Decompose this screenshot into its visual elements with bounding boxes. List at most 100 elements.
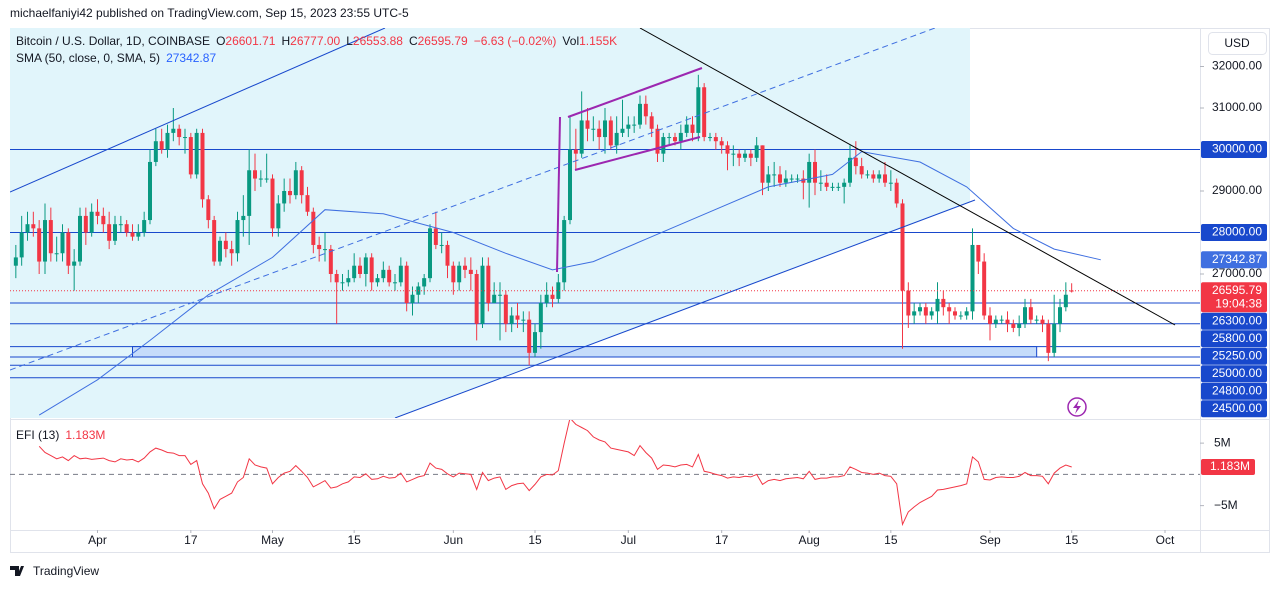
candle-body <box>282 191 287 204</box>
candle-body <box>1040 319 1045 324</box>
candle-body <box>422 278 427 287</box>
y-tick-label: 31000.00 <box>1212 100 1262 114</box>
candle-body <box>993 319 998 324</box>
ohlc-key: O <box>216 34 225 48</box>
x-tick-label: Aug <box>798 533 819 547</box>
candle-body <box>124 224 129 233</box>
symbol: Bitcoin / U.S. Dollar, 1D, COINBASE <box>16 34 210 48</box>
candle-body <box>953 311 957 316</box>
candle-body <box>976 244 981 262</box>
x-tick-label: Jun <box>444 533 463 547</box>
candle-body <box>165 132 170 150</box>
price-axis: 32000.00 31000.00 29000.00 27000.00 5M −5M 1.1… <box>1200 59 1267 512</box>
candle-body <box>410 294 415 304</box>
candle-body <box>19 232 24 258</box>
candle-body <box>883 174 887 183</box>
price-label: 27342.87 <box>1212 252 1262 266</box>
x-tick-label: 17 <box>715 533 729 547</box>
candle-body <box>970 244 975 312</box>
price-label-box <box>1201 312 1267 330</box>
candle-body <box>859 166 864 175</box>
ohlc-value: 26595.79 <box>418 34 468 48</box>
ohlc-value: 26553.88 <box>353 34 403 48</box>
candle-body <box>212 220 217 262</box>
candle-body <box>608 120 613 146</box>
candle-body <box>229 249 234 254</box>
y-tick-label: 32000.00 <box>1212 59 1262 73</box>
candle-body <box>573 149 578 154</box>
candle-body <box>43 220 47 262</box>
candle-body <box>743 153 747 158</box>
candle-body <box>1052 323 1057 353</box>
candle-body <box>521 319 526 321</box>
candle-body <box>451 265 456 283</box>
candle-body <box>894 182 899 204</box>
candle-body <box>223 240 228 250</box>
candle-body <box>72 261 77 266</box>
candle-body <box>118 224 123 226</box>
candle-body <box>649 116 654 129</box>
candle-body <box>253 170 257 179</box>
candle-body <box>369 257 374 283</box>
candle-body <box>1023 307 1027 324</box>
candle-body <box>877 174 882 179</box>
price-label-box <box>1201 141 1267 159</box>
candle-body <box>299 170 304 196</box>
logo-mark <box>10 566 24 576</box>
price-label: 25250.00 <box>1212 348 1262 362</box>
candle-body <box>264 178 269 180</box>
candle-body <box>865 174 870 176</box>
volume-key: Vol <box>562 34 579 48</box>
candle-body <box>457 265 462 283</box>
candle-body <box>1011 323 1016 328</box>
currency-label: USD <box>1224 36 1250 50</box>
candle-body <box>247 170 252 216</box>
candle-body <box>474 274 479 324</box>
candle-body <box>941 298 946 308</box>
candle-body <box>818 182 823 184</box>
candle-body <box>760 145 765 183</box>
candle-body <box>678 132 683 142</box>
candle-body <box>159 141 164 150</box>
channel-lower-line <box>394 199 976 418</box>
volume-value: 1.155K <box>579 34 617 48</box>
candle-body <box>684 124 689 133</box>
candle-body <box>54 253 59 255</box>
candle-body <box>480 265 485 324</box>
candle-body <box>311 211 316 245</box>
y-tick-label: 27000.00 <box>1212 266 1262 280</box>
candle-body <box>258 178 263 180</box>
candle-body <box>643 103 648 117</box>
sma-line <box>38 151 1101 416</box>
candle-body <box>317 244 322 250</box>
candle-body <box>288 191 292 196</box>
candle-body <box>241 215 246 221</box>
channel-mid-line <box>10 28 936 371</box>
candle-body <box>795 178 800 180</box>
candle-body <box>235 220 240 254</box>
candle-body <box>713 137 718 142</box>
candle-body <box>486 265 491 304</box>
candle-body <box>346 278 351 283</box>
candle-body <box>323 249 327 251</box>
candle-body <box>492 294 497 304</box>
candle-body <box>468 269 473 275</box>
candle-body <box>614 132 619 146</box>
efi-tick-label: −5M <box>1214 498 1238 512</box>
candle-body <box>597 128 602 138</box>
candle-body <box>48 220 53 254</box>
candle-body <box>807 161 812 183</box>
candle-body <box>667 137 672 139</box>
sma-label: SMA (50, close, 0, SMA, 5) <box>16 51 160 65</box>
symbol-legend: Bitcoin / U.S. Dollar, 1D, COINBASE O2660… <box>16 34 617 48</box>
candle-body <box>766 174 771 183</box>
candle-body <box>13 257 18 266</box>
change: −6.63 (−0.02%) <box>474 34 557 48</box>
drawings <box>10 28 1176 418</box>
candle-body <box>433 228 438 245</box>
candle-body <box>778 174 782 183</box>
candle-body <box>503 294 508 324</box>
currency-button[interactable] <box>1208 32 1267 55</box>
price-pane <box>10 74 1200 416</box>
